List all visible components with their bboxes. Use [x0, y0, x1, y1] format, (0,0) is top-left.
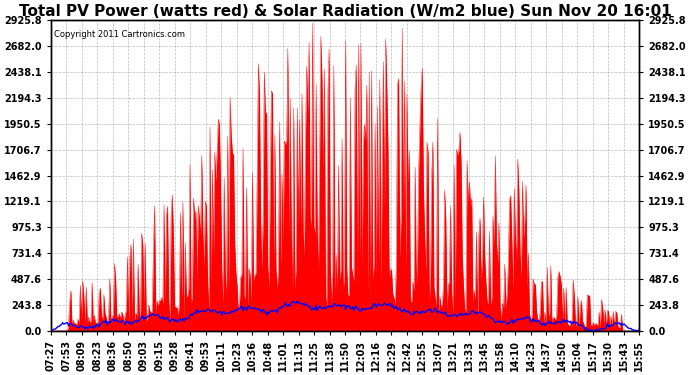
Text: Copyright 2011 Cartronics.com: Copyright 2011 Cartronics.com [54, 30, 185, 39]
Title: Total PV Power (watts red) & Solar Radiation (W/m2 blue) Sun Nov 20 16:01: Total PV Power (watts red) & Solar Radia… [19, 4, 671, 19]
